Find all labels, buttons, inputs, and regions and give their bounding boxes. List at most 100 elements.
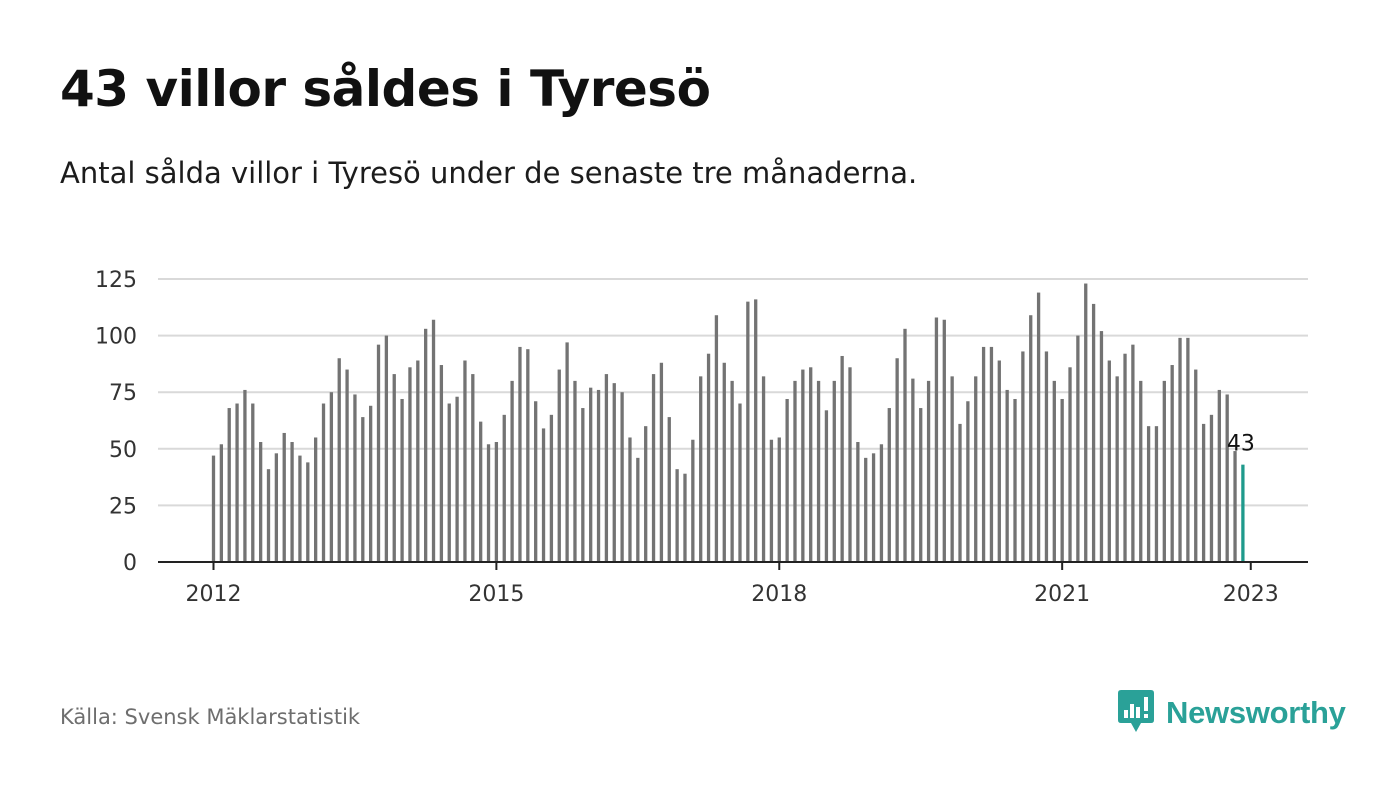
x-tick-label: 2018 bbox=[751, 582, 807, 607]
bar bbox=[439, 365, 444, 562]
bar bbox=[219, 444, 224, 562]
bar bbox=[361, 417, 365, 562]
bar bbox=[856, 442, 860, 562]
bar bbox=[895, 358, 899, 562]
bar bbox=[408, 367, 412, 562]
bar bbox=[1005, 389, 1009, 562]
bar bbox=[997, 360, 1001, 562]
bar bbox=[541, 428, 546, 562]
bar bbox=[1186, 337, 1190, 562]
bar bbox=[329, 392, 334, 562]
bar bbox=[573, 380, 577, 562]
bar bbox=[510, 380, 514, 562]
bar bbox=[298, 455, 302, 562]
bar bbox=[1013, 398, 1017, 562]
bar bbox=[1139, 380, 1143, 562]
bar bbox=[518, 346, 522, 562]
bar bbox=[793, 380, 797, 562]
bar bbox=[314, 437, 318, 562]
bar bbox=[345, 369, 349, 562]
bar bbox=[667, 417, 671, 562]
bar bbox=[722, 362, 726, 562]
bar bbox=[258, 442, 263, 562]
bar bbox=[581, 408, 585, 562]
bar bbox=[706, 353, 711, 562]
bar bbox=[1209, 414, 1214, 562]
bar bbox=[958, 423, 962, 562]
y-tick-label: 125 bbox=[95, 268, 137, 293]
bar bbox=[730, 380, 734, 562]
bar bbox=[612, 383, 616, 562]
x-tick-label: 2021 bbox=[1034, 582, 1090, 607]
bar bbox=[864, 457, 868, 562]
brand-logo[interactable]: Newsworthy bbox=[1118, 690, 1346, 736]
bar bbox=[691, 439, 695, 562]
x-tick-label: 2023 bbox=[1223, 582, 1279, 607]
bar bbox=[486, 444, 491, 562]
bar bbox=[769, 439, 774, 562]
bar bbox=[832, 380, 836, 562]
bar bbox=[1233, 451, 1237, 562]
bar bbox=[950, 376, 954, 562]
bar bbox=[966, 401, 970, 562]
x-tick-label: 2015 bbox=[468, 582, 524, 607]
bar bbox=[1131, 344, 1135, 562]
bar bbox=[1052, 380, 1056, 562]
bar bbox=[683, 473, 687, 562]
bar bbox=[714, 315, 719, 562]
bar bbox=[1194, 369, 1198, 562]
bar bbox=[628, 437, 632, 562]
bar bbox=[1162, 380, 1166, 562]
bar bbox=[549, 414, 554, 562]
bar bbox=[699, 376, 703, 562]
bar bbox=[266, 469, 271, 562]
bar bbox=[384, 335, 389, 562]
bar bbox=[447, 403, 451, 562]
chart-subtitle: Antal sålda villor i Tyresö under de sen… bbox=[60, 156, 918, 190]
bar bbox=[1060, 398, 1064, 562]
bar bbox=[431, 319, 436, 562]
tick-labels: 0 25 50 75 100 125 2012 2015 2018 2021 2023 43 bbox=[95, 268, 1279, 607]
bar bbox=[879, 444, 884, 562]
bar bbox=[290, 442, 294, 562]
bar bbox=[502, 414, 506, 562]
newsworthy-logo-icon bbox=[1118, 690, 1154, 732]
bar bbox=[636, 457, 640, 562]
bar bbox=[1178, 337, 1182, 562]
bar bbox=[816, 380, 821, 562]
bar bbox=[534, 401, 538, 562]
bar bbox=[1021, 351, 1025, 562]
bar-chart: 0 25 50 75 100 125 2012 2015 2018 2021 2023 43 bbox=[95, 268, 1308, 607]
bar bbox=[785, 398, 789, 562]
bar bbox=[589, 387, 593, 562]
bar bbox=[974, 376, 978, 562]
bar bbox=[353, 394, 357, 562]
bar bbox=[675, 469, 679, 562]
bar bbox=[1076, 335, 1080, 562]
bar bbox=[1201, 423, 1206, 562]
bar bbox=[1123, 353, 1127, 562]
bar bbox=[596, 389, 601, 562]
bar bbox=[754, 299, 758, 562]
bar bbox=[644, 426, 648, 562]
bar bbox=[659, 362, 664, 562]
chart-title: 43 villor såldes i Tyresö bbox=[60, 60, 711, 118]
bars bbox=[158, 283, 1308, 570]
bar bbox=[479, 421, 483, 562]
x-tick-label: 2012 bbox=[186, 582, 242, 607]
bar bbox=[274, 453, 279, 562]
bar bbox=[1029, 315, 1033, 562]
bar bbox=[471, 374, 475, 562]
bar bbox=[416, 360, 420, 562]
bar bbox=[942, 319, 946, 562]
bar bbox=[824, 410, 829, 562]
bar bbox=[761, 376, 766, 562]
bar bbox=[1084, 283, 1088, 562]
bar bbox=[926, 380, 931, 562]
bar bbox=[777, 437, 781, 562]
bar bbox=[620, 392, 624, 562]
bar bbox=[903, 328, 907, 562]
bar bbox=[604, 374, 609, 562]
bar-highlight bbox=[1241, 464, 1245, 562]
brand-name: Newsworthy bbox=[1166, 695, 1346, 730]
